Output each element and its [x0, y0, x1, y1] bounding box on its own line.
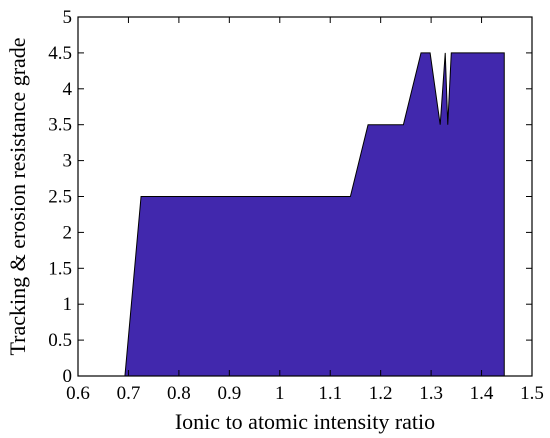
- x-tick-label: 1: [275, 383, 285, 404]
- y-tick-label: 5: [63, 7, 73, 28]
- x-tick-label: 0.9: [217, 383, 241, 404]
- x-tick-label: 0.6: [66, 383, 90, 404]
- x-tick-label: 1.1: [318, 383, 342, 404]
- y-tick-label: 1.5: [48, 258, 72, 279]
- y-tick-label: 3: [63, 151, 73, 172]
- y-axis-label: Tracking & erosion resistance grade: [5, 37, 30, 355]
- y-tick-label: 3.5: [48, 115, 72, 136]
- y-tick-label: 1: [63, 294, 73, 315]
- x-tick-label: 0.7: [117, 383, 141, 404]
- x-tick-label: 1.2: [369, 383, 393, 404]
- y-tick-label: 2.5: [48, 187, 72, 208]
- y-tick-label: 2: [63, 222, 73, 243]
- area-series-0: [124, 52, 505, 377]
- y-tick-label: 0.5: [48, 330, 72, 351]
- x-tick-label: 1.5: [520, 383, 544, 404]
- x-tick-label: 0.8: [167, 383, 191, 404]
- y-tick-label: 4.5: [48, 43, 72, 64]
- x-tick-label: 1.3: [419, 383, 443, 404]
- y-tick-label: 4: [63, 79, 73, 100]
- axis-ticks: 0.6 0.7 0.8 0.9 1 1.1 1.2 1.3 1.4 1.5 0 0.5 1 1.5 2 2.5…: [48, 7, 544, 404]
- plot-area: [124, 52, 505, 377]
- x-tick-label: 1.4: [470, 383, 494, 404]
- x-axis-label: Ionic to atomic intensity ratio: [175, 409, 435, 434]
- y-tick-label: 0: [63, 366, 73, 387]
